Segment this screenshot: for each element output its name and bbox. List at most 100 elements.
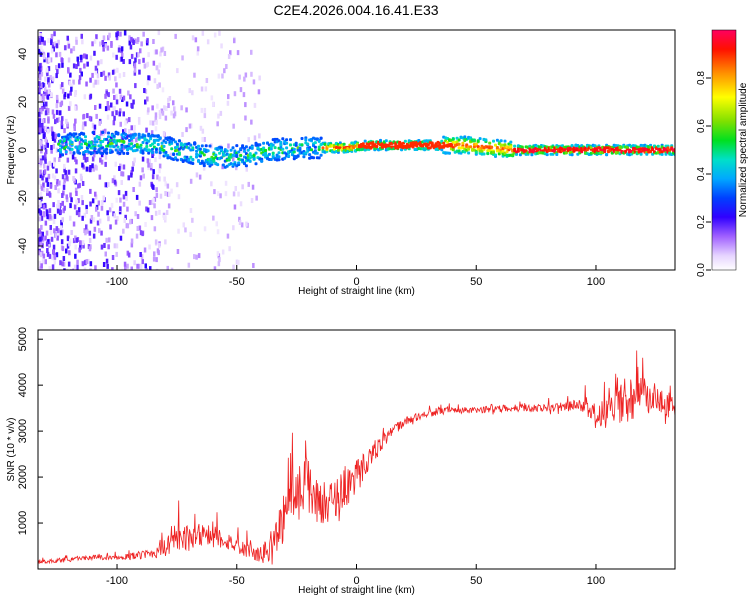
heatmap-cell	[442, 141, 446, 145]
heatmap-cell	[97, 136, 101, 139]
heatmap-cell	[106, 263, 109, 269]
heatmap-cell	[107, 135, 110, 139]
heatmap-cell	[70, 197, 73, 203]
snr-series-line	[38, 350, 675, 565]
heatmap-cell	[180, 105, 183, 111]
heatmap-cell	[133, 133, 137, 136]
heatmap-cell	[53, 137, 57, 143]
heatmap-cell	[253, 135, 257, 141]
heatmap-cell	[61, 116, 64, 122]
heatmap-cell	[203, 226, 207, 232]
heatmap-cell	[73, 126, 76, 131]
heatmap-cell	[271, 143, 275, 147]
heatmap-cell	[185, 107, 188, 113]
heatmap-cell	[139, 264, 143, 270]
heatmap-cell	[499, 139, 503, 143]
heatmap-cell	[122, 140, 126, 144]
heatmap-cell	[67, 169, 71, 175]
heatmap-cell	[108, 138, 112, 142]
heatmap-cell	[103, 243, 106, 248]
heatmap-cell	[277, 151, 281, 155]
heatmap-cell	[88, 246, 92, 252]
heatmap-cell	[54, 185, 57, 190]
heatmap-cell	[144, 222, 147, 227]
heatmap-cell	[181, 55, 184, 61]
heatmap-cell	[143, 63, 147, 69]
y-tick-label: 5000	[17, 327, 29, 351]
heatmap-cell	[61, 82, 64, 88]
heatmap-cell	[48, 82, 51, 88]
heatmap-cell	[158, 176, 161, 182]
heatmap-cell	[153, 49, 157, 55]
heatmap-cell	[220, 43, 223, 49]
heatmap-cell	[156, 103, 159, 109]
heatmap-cell	[166, 183, 170, 189]
heatmap-cell	[135, 194, 139, 200]
heatmap-cell	[153, 251, 156, 257]
heatmap-cell	[55, 103, 59, 109]
heatmap-cell	[124, 265, 127, 270]
heatmap-cell	[319, 136, 323, 140]
heatmap-cell	[112, 88, 115, 94]
heatmap-cell	[108, 237, 111, 243]
heatmap-cell	[196, 50, 199, 56]
heatmap-cell	[43, 163, 46, 169]
heatmap-cell	[116, 132, 120, 136]
y-tick-label: 0	[17, 147, 29, 153]
heatmap-cell	[140, 41, 143, 47]
heatmap-cell	[55, 147, 59, 153]
heatmap-cell	[42, 93, 45, 99]
heatmap-cell	[202, 164, 206, 168]
heatmap-cell	[148, 200, 152, 205]
heatmap-cell	[262, 141, 266, 145]
heatmap-cell	[262, 146, 266, 150]
heatmap-cell	[101, 140, 105, 143]
heatmap-cell	[100, 59, 103, 65]
heatmap-cell	[38, 145, 42, 151]
heatmap-cell	[440, 148, 444, 152]
heatmap-cell	[139, 252, 142, 257]
heatmap-cell	[51, 173, 55, 179]
heatmap-cell	[210, 95, 214, 101]
heatmap-cell	[65, 138, 68, 144]
heatmap-cell	[283, 156, 287, 160]
heatmap-cell	[127, 252, 131, 258]
heatmap-cell	[83, 63, 86, 69]
heatmap-cell	[135, 148, 139, 152]
heatmap-cell	[40, 45, 43, 51]
heatmap-cell	[218, 257, 221, 263]
heatmap-cell	[163, 176, 166, 182]
heatmap-cell	[154, 116, 158, 122]
heatmap-cell	[198, 174, 202, 180]
heatmap-cell	[267, 152, 271, 156]
heatmap-cell	[494, 143, 497, 147]
heatmap-cell	[242, 92, 246, 98]
heatmap-cell	[92, 217, 96, 223]
heatmap-cell	[170, 267, 174, 270]
heatmap-cell	[147, 75, 150, 81]
heatmap-cell	[121, 171, 125, 177]
heatmap-cell	[495, 146, 499, 149]
heatmap-cell	[104, 106, 108, 112]
y-tick-label: -40	[17, 238, 29, 254]
heatmap-cell	[298, 148, 302, 152]
heatmap-cell	[195, 254, 198, 260]
heatmap-cell	[289, 138, 292, 142]
heatmap-cell	[56, 98, 59, 104]
heatmap-cell	[50, 236, 54, 242]
heatmap-cell	[143, 88, 146, 93]
heatmap-cell	[41, 175, 44, 181]
heatmap-cell	[152, 169, 155, 175]
heatmap-cell	[239, 153, 243, 157]
heatmap-cell	[81, 240, 85, 246]
heatmap-cell	[86, 156, 89, 162]
heatmap-cell	[61, 62, 64, 68]
heatmap-cell	[56, 179, 59, 184]
heatmap-cell	[136, 263, 139, 269]
heatmap-cell	[72, 151, 76, 155]
heatmap-cell	[649, 150, 653, 154]
heatmap-cell	[375, 145, 379, 149]
heatmap-cell	[121, 136, 124, 142]
heatmap-cell	[325, 146, 329, 150]
heatmap-cell	[238, 216, 241, 222]
